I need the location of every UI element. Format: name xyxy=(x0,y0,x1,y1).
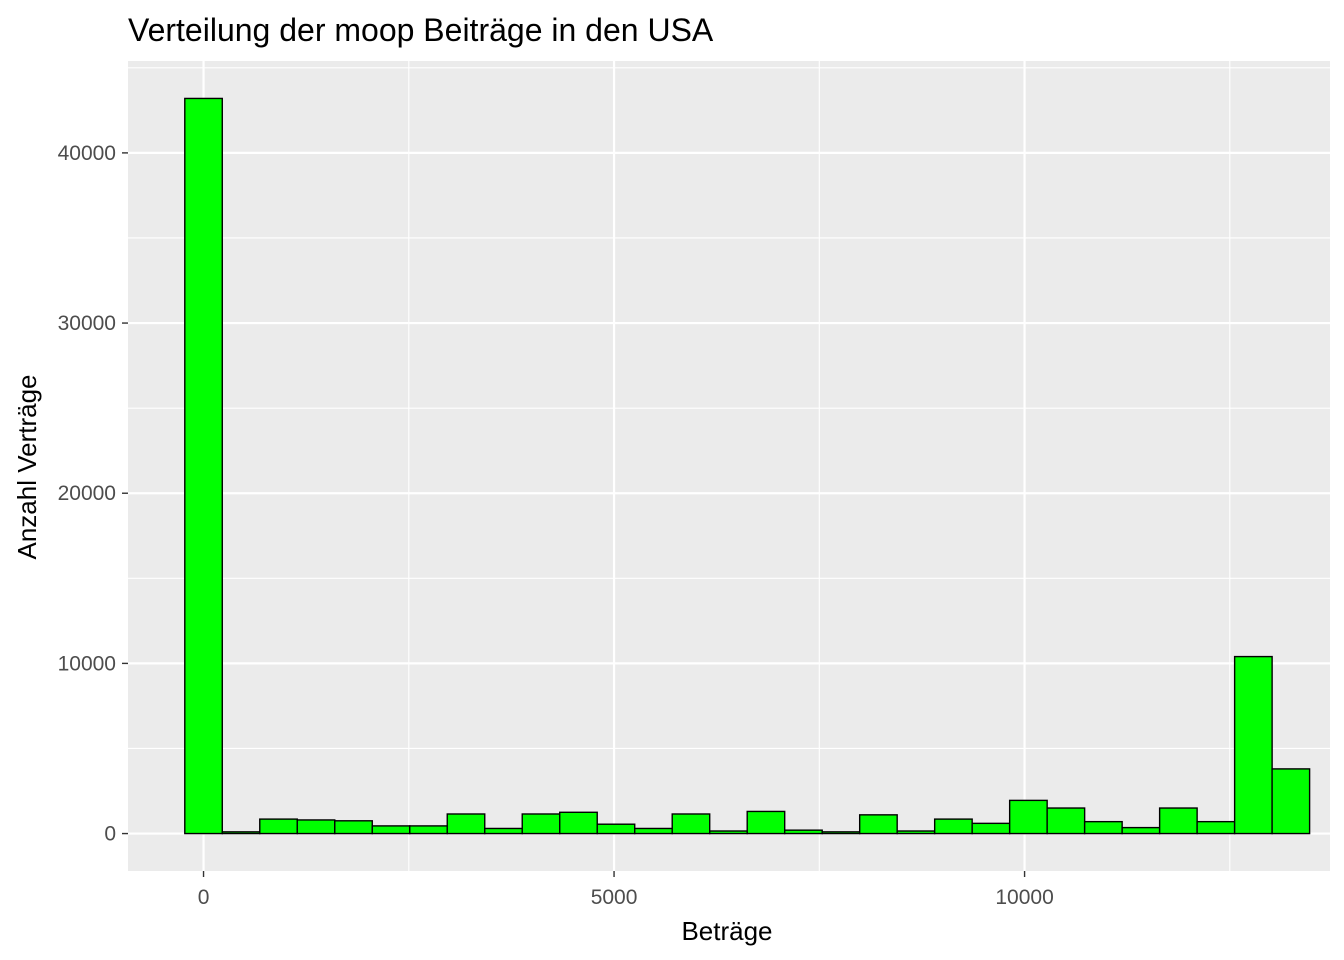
histogram-bar xyxy=(371,825,411,835)
y-tick-label: 40000 xyxy=(58,142,116,165)
x-axis: 0 5000 10000 xyxy=(198,871,1054,909)
y-axis-title: Anzahl Verträge xyxy=(12,374,42,559)
y-tick-label: 30000 xyxy=(58,312,116,335)
histogram-bar xyxy=(1083,820,1123,835)
histogram-bar xyxy=(409,825,448,835)
histogram-bar xyxy=(446,813,486,835)
histogram-bar xyxy=(521,813,561,835)
histogram-bar xyxy=(1271,768,1311,835)
grid-minor xyxy=(128,61,1330,871)
histogram-bar xyxy=(1121,826,1161,835)
histogram-bar xyxy=(1233,655,1273,835)
histogram-bar xyxy=(1046,807,1086,835)
histogram-bar xyxy=(184,97,223,835)
y-axis: 0 10000 20000 30000 40000 xyxy=(58,142,128,846)
bars xyxy=(184,97,1311,835)
y-tick-label: 10000 xyxy=(58,652,116,675)
histogram-bar xyxy=(596,823,636,835)
y-tick-label: 20000 xyxy=(58,482,116,505)
histogram-bar xyxy=(221,831,261,835)
histogram-bar xyxy=(559,811,598,835)
histogram-bar xyxy=(671,813,711,835)
plot-panel xyxy=(128,61,1330,871)
histogram-bar xyxy=(783,829,823,835)
histogram-bar xyxy=(484,827,523,835)
y-tick-label: 0 xyxy=(104,823,116,846)
histogram-bar xyxy=(334,820,373,835)
histogram-bar xyxy=(1196,820,1236,835)
histogram-bar xyxy=(896,830,936,835)
chart-title: Verteilung der moop Beiträge in den USA xyxy=(128,12,714,48)
x-tick-label: 0 xyxy=(198,886,210,909)
histogram-bar xyxy=(858,814,898,835)
histogram-bar xyxy=(933,818,973,835)
histogram-bar xyxy=(746,810,786,835)
x-axis-title: Beträge xyxy=(681,916,772,946)
x-tick-label: 5000 xyxy=(591,886,638,909)
histogram-bar xyxy=(634,827,673,835)
histogram-bar xyxy=(709,830,748,835)
histogram-bar xyxy=(259,818,298,835)
x-tick-label: 10000 xyxy=(995,886,1053,909)
histogram-bar xyxy=(1008,799,1048,835)
histogram-bar xyxy=(971,822,1011,835)
histogram-bar xyxy=(821,831,861,835)
histogram-bar xyxy=(1158,807,1198,835)
histogram-bar xyxy=(296,819,336,835)
